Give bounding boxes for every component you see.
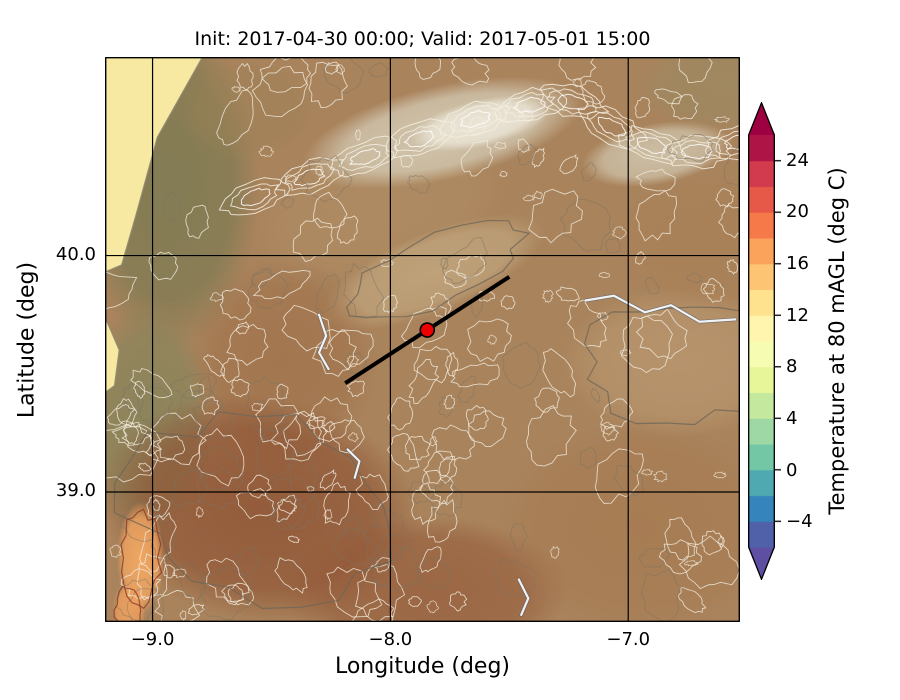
plot-title: Init: 2017-04-30 00:00; Valid: 2017-05-0… — [194, 28, 651, 50]
y-tick-label: 40.0 — [55, 243, 96, 265]
map-plot-area — [105, 57, 740, 622]
x-tick-label: −8.0 — [368, 629, 413, 650]
x-tick-label: −9.0 — [130, 629, 175, 650]
y-tick-label: 39.0 — [55, 479, 96, 501]
colorbar-label: Temperature at 80 mAGL (deg C) — [825, 167, 849, 515]
colorbar — [748, 102, 782, 580]
x-axis-label: Longitude (deg) — [334, 654, 511, 679]
x-tick-label: −7.0 — [606, 629, 651, 650]
y-axis-label: Latitude (deg) — [14, 261, 40, 419]
map-canvas — [105, 57, 740, 622]
